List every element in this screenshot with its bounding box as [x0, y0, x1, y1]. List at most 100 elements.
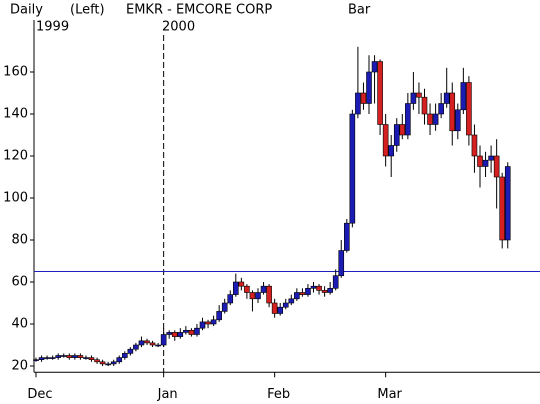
candle-body [427, 113, 433, 125]
candle-body [349, 113, 356, 224]
x-tick-label: Mar [377, 387, 402, 402]
candle-body [66, 355, 73, 358]
candle-body [205, 321, 211, 325]
candle-body [33, 359, 39, 362]
candle-body [371, 61, 378, 73]
candle-body [149, 342, 156, 346]
candle-body [227, 294, 234, 304]
candle-body [282, 302, 289, 308]
candle-body [388, 145, 395, 157]
candle-body [410, 92, 417, 104]
candle-body [171, 332, 178, 337]
year-label: 1999 [36, 20, 69, 35]
candle-body [393, 124, 400, 146]
candle-body [77, 355, 84, 358]
candle-body [127, 348, 134, 354]
candle-body [488, 155, 494, 161]
style-label: Bar [348, 3, 371, 18]
candle-body [249, 292, 256, 300]
candle-body [405, 103, 411, 136]
candle-body [116, 357, 123, 363]
candle-body [360, 92, 367, 104]
y-tick-label: 80 [11, 233, 28, 248]
candle-body [99, 361, 106, 365]
candle-body [60, 355, 67, 357]
candle-body [471, 134, 478, 157]
candle-body [504, 166, 511, 241]
candle-body [105, 363, 111, 366]
candle-body [499, 176, 506, 241]
candle-body [72, 355, 78, 358]
candle-body [199, 321, 206, 329]
candle-body [188, 329, 195, 335]
candle-body [477, 155, 483, 167]
candle-body [221, 302, 228, 312]
candle-body [338, 250, 345, 277]
candle-body [460, 82, 467, 111]
candle-body [44, 357, 50, 359]
candle-body [83, 357, 89, 359]
candle-body [133, 344, 139, 350]
candle-body [210, 319, 217, 325]
candle-body [327, 287, 333, 293]
candle-body [110, 361, 117, 365]
candle-body [449, 92, 456, 132]
chart-title: EMKR - EMCORE CORP [126, 3, 272, 18]
candle-body [399, 124, 406, 136]
candle-body [416, 92, 422, 98]
candle-body [244, 285, 250, 293]
candle-body [266, 285, 272, 304]
candle-body [438, 103, 444, 115]
year-label: 2000 [162, 20, 195, 35]
candle-body [305, 287, 311, 295]
candle-body [216, 311, 222, 321]
candle-body [343, 222, 350, 251]
candle-body [377, 61, 383, 125]
y-tick-label: 160 [3, 65, 28, 80]
candle-body [166, 332, 172, 335]
candle-body [255, 292, 261, 300]
candle-body [493, 155, 500, 178]
candle-body [233, 281, 239, 295]
candle-body [49, 357, 56, 359]
candle-body [155, 344, 161, 347]
candle-body [332, 275, 339, 289]
candle-body [183, 329, 189, 333]
candle-body [271, 302, 278, 314]
candle-body [160, 334, 167, 346]
candle-body [94, 359, 100, 363]
candle-body [294, 292, 300, 300]
candle-body [321, 290, 328, 293]
y-tick-label: 40 [11, 317, 28, 332]
axis-side-label: (Left) [70, 3, 105, 18]
candle-body [144, 340, 150, 344]
candle-body [466, 82, 472, 136]
candle-body [177, 332, 184, 337]
candle-body [299, 292, 306, 295]
y-tick-label: 60 [11, 275, 28, 290]
y-tick-label: 20 [11, 359, 28, 374]
x-tick-label: Dec [27, 387, 52, 402]
candle-body [260, 285, 267, 293]
candle-body [55, 355, 62, 358]
candle-body [421, 96, 428, 115]
candle-body [277, 306, 284, 314]
candle-body [310, 285, 317, 289]
candle-body [316, 285, 322, 291]
candle-body [122, 353, 128, 358]
candle-body [138, 340, 145, 346]
candle-body [38, 357, 45, 361]
y-tick-label: 140 [3, 107, 28, 122]
candle-body [366, 71, 372, 104]
candle-body [454, 109, 461, 132]
candle-body [194, 327, 200, 335]
candle-body [238, 281, 245, 287]
candle-body [443, 92, 450, 104]
candle-body [482, 159, 489, 167]
candle-body [382, 124, 389, 157]
y-tick-label: 120 [3, 149, 28, 164]
candle-body [288, 298, 295, 304]
candle-body [88, 357, 95, 361]
x-tick-label: Feb [267, 387, 290, 402]
